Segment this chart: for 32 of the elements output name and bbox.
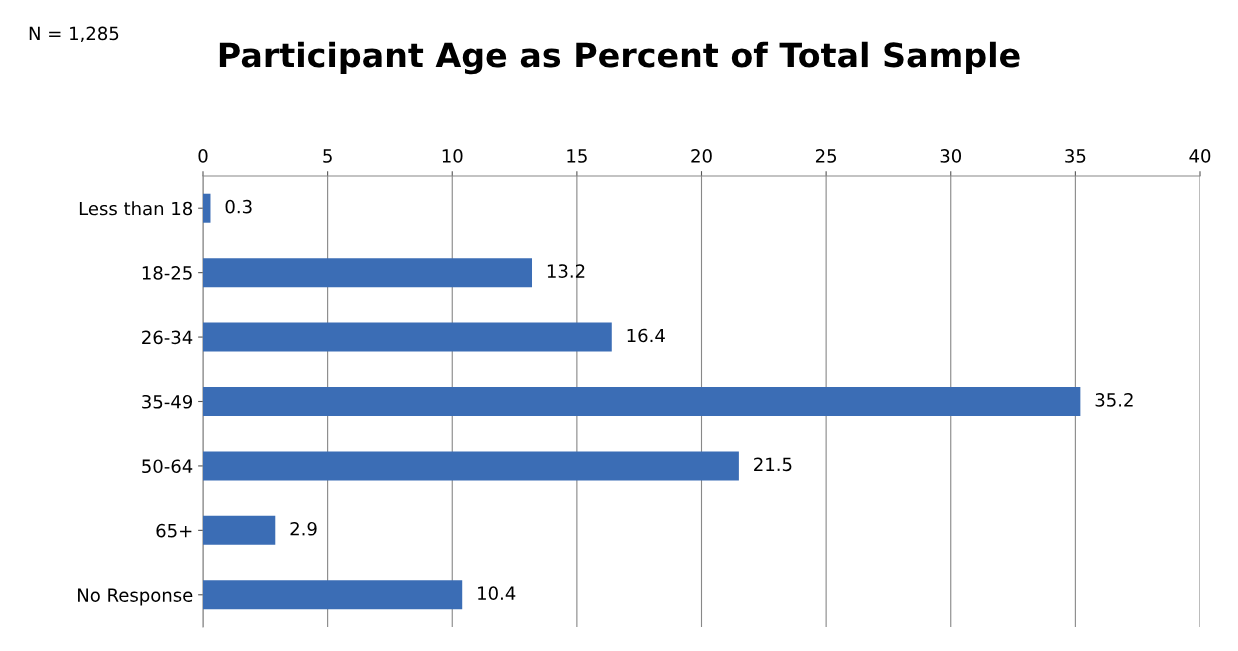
bar	[203, 451, 739, 481]
x-tick-label: 15	[567, 149, 587, 163]
data-label: 2.9	[290, 521, 317, 536]
bar	[203, 387, 1081, 416]
x-tick-label: 30	[940, 149, 962, 163]
y-tick-label: 35-49	[142, 394, 193, 409]
data-label: 16.4	[627, 328, 665, 343]
y-tick-label: Less than 18	[79, 201, 193, 216]
text: N = 1,285	[29, 26, 119, 43]
x-tick-label: 5	[323, 149, 332, 163]
bar	[203, 580, 463, 610]
x-tick-label: 20	[691, 149, 712, 163]
x-tick-label: 35	[1065, 149, 1086, 163]
data-label: 13.2	[547, 264, 585, 278]
bar	[203, 515, 276, 545]
bar	[203, 322, 612, 352]
x-tick-label: 25	[815, 149, 837, 163]
x-tick-label: 40	[1189, 149, 1211, 163]
bar	[203, 193, 211, 223]
y-tick-label: 65+	[156, 523, 192, 538]
data-label: 0.3	[225, 199, 252, 214]
y-tick-label: 50-64	[142, 459, 193, 474]
bar	[203, 258, 533, 288]
y-tick-label: 18-25	[142, 266, 192, 280]
x-tick-label: 10	[442, 149, 463, 163]
y-tick-label: 26-34	[142, 330, 193, 345]
data-label: 21.5	[754, 457, 792, 472]
data-label: 10.4	[478, 586, 516, 601]
chart-title: Participant Age as Percent of Total Sample	[219, 41, 1020, 75]
data-label: 35.2	[1095, 393, 1133, 407]
y-tick-label: No Response	[78, 588, 193, 606]
x-tick-label: 0	[198, 149, 208, 163]
